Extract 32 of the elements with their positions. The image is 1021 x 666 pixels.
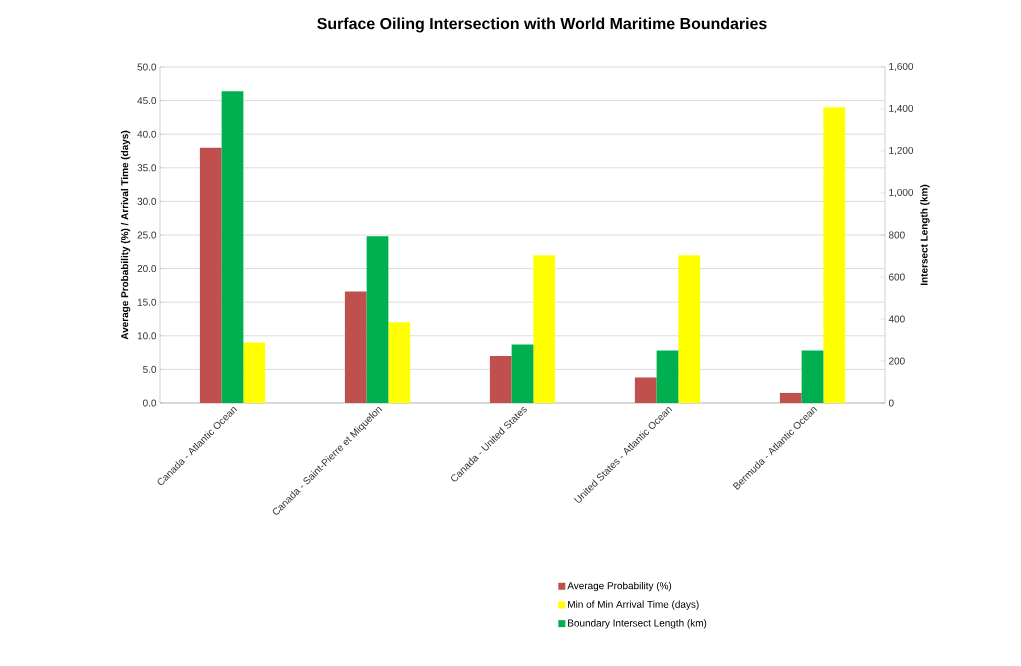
y-tick-label: 20.0 <box>137 265 157 273</box>
y-tick-label: 0.0 <box>143 399 157 407</box>
bar <box>678 255 701 403</box>
y2-tick-label: 1,000 <box>889 188 914 198</box>
y2-tick-label: 1,200 <box>889 146 914 156</box>
legend-label: Boundary Intersect Length (km) <box>568 619 707 629</box>
bar <box>823 107 846 403</box>
y-tick-label: 45.0 <box>137 97 157 105</box>
y-tick-label: 40.0 <box>137 130 157 138</box>
y-tick-label: 25.0 <box>137 231 157 239</box>
bar <box>779 392 802 403</box>
bar <box>243 342 266 403</box>
y-tick-label: 35.0 <box>137 164 157 172</box>
y-tick-label: 50.0 <box>137 63 157 71</box>
y2-tick-label: 400 <box>888 315 905 323</box>
y-tick-label: 30.0 <box>137 197 157 205</box>
y2-tick-label: 200 <box>889 357 905 365</box>
y-tick-label: 10.0 <box>137 332 157 340</box>
y2-tick-label: 1,600 <box>889 62 914 72</box>
bar <box>533 255 556 403</box>
y-axis-title: Average Probability (%) / Arrival Time (days) <box>120 130 131 340</box>
y-tick-label: 15.0 <box>137 298 157 306</box>
y2-tick-label: 600 <box>889 273 905 281</box>
y2-tick-label: 800 <box>888 231 905 239</box>
legend-label: Min of Min Arrival Time (days) <box>568 600 699 610</box>
legend-label: Average Probability (%) <box>567 581 672 592</box>
y2-axis-title: Intersect Length (km) <box>920 184 930 285</box>
y-tick-label: 5.0 <box>143 365 157 373</box>
y2-tick-label: 1,400 <box>889 104 914 114</box>
chart-title: Surface Oiling Intersection with World Maritime Boundaries <box>317 17 767 33</box>
y2-tick-label: 0 <box>888 399 894 407</box>
bar <box>801 350 824 403</box>
